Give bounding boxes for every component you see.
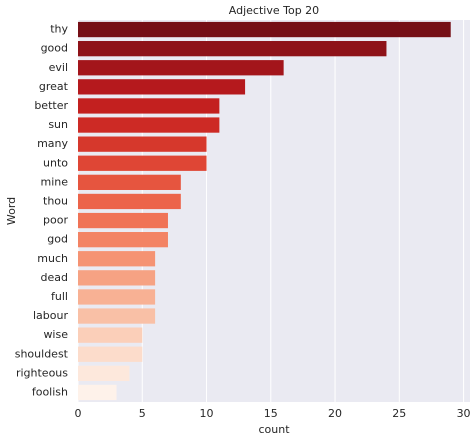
bar: [78, 193, 181, 210]
y-tick-label: better: [34, 99, 68, 112]
bar: [78, 289, 156, 305]
bar: [78, 41, 387, 57]
chart-title: Adjective Top 20: [229, 4, 319, 17]
bar: [78, 365, 130, 381]
bar: [78, 308, 156, 324]
y-tick-label: sun: [48, 118, 68, 131]
y-tick-label: many: [37, 137, 68, 150]
y-tick-label: mine: [40, 175, 68, 188]
plot-background: [78, 20, 470, 402]
bar: [78, 60, 284, 76]
x-tick-label: 10: [200, 407, 214, 420]
bar: [78, 98, 220, 114]
bar: [78, 212, 168, 229]
y-tick-label: wise: [43, 328, 68, 341]
bar: [78, 117, 220, 133]
bar: [78, 327, 143, 343]
y-tick-label: thou: [43, 194, 68, 207]
y-axis-label: Word: [5, 197, 18, 225]
x-tick-label: 30: [457, 407, 471, 420]
y-tick-label: full: [51, 290, 68, 303]
y-tick-label: shouldest: [15, 347, 69, 360]
y-tick-label: labour: [33, 309, 68, 322]
x-tick-label: 5: [139, 407, 146, 420]
bar: [78, 251, 156, 267]
y-tick-label: poor: [43, 214, 68, 227]
bar: [78, 384, 117, 401]
bar: [78, 270, 156, 286]
y-tick-label: righteous: [16, 366, 68, 379]
y-tick-label: unto: [43, 156, 68, 169]
bar: [78, 21, 451, 38]
y-tick-label: great: [39, 80, 69, 93]
bar: [78, 136, 207, 152]
x-tick-label: 0: [75, 407, 82, 420]
x-axis-label: count: [258, 423, 290, 436]
y-tick-label: god: [47, 233, 68, 246]
y-tick-label: good: [41, 42, 68, 55]
x-tick-label: 15: [264, 407, 278, 420]
bar: [78, 346, 143, 362]
x-tick-label: 25: [392, 407, 406, 420]
bar: [78, 174, 181, 190]
x-tick-label: 20: [328, 407, 342, 420]
y-tick-label: foolish: [32, 385, 68, 398]
y-tick-label: evil: [49, 61, 68, 74]
bar: [78, 232, 168, 248]
y-tick-label: much: [37, 252, 68, 265]
y-tick-label: dead: [41, 271, 68, 284]
bar: [78, 155, 207, 171]
bar: [78, 79, 246, 95]
y-tick-label: thy: [50, 23, 68, 36]
